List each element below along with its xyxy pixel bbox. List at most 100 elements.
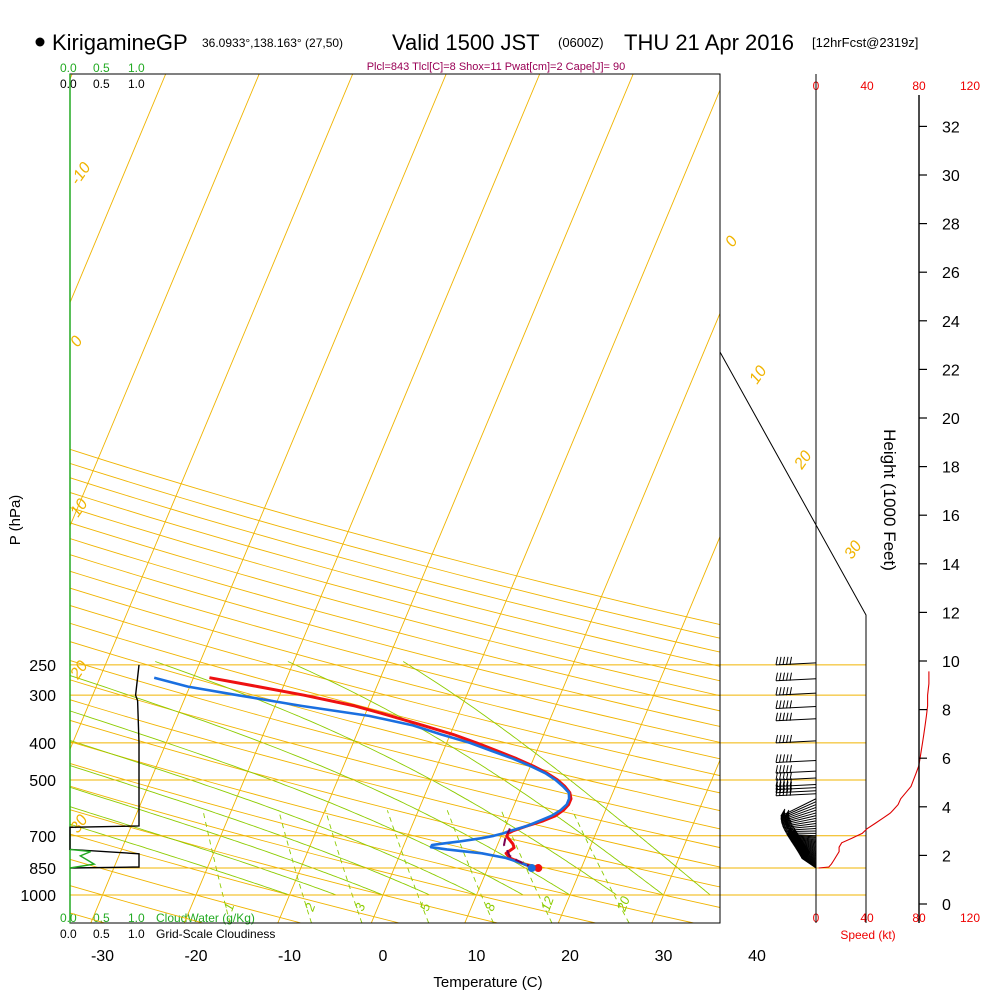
scale-tick: 1.0 [128,61,145,75]
moist-adiabat-line [287,661,664,896]
dry-adiabat-line [70,641,720,812]
temperature-axis: -30 -20 -10 0 10 20 30 40 [91,948,766,965]
scale-tick: 0.5 [93,911,110,925]
scale-tick: 0.5 [93,927,110,941]
dry-adiabat-line [70,492,720,667]
cloudwater-label: CloudWater (g/Kg) [156,911,255,925]
dry-adiabat-line [70,763,694,923]
dry-adiabat-line [70,858,302,923]
wind-barb [775,734,817,744]
dry-adiabat-line [70,448,720,626]
cloudiness-scale-top: 0.0 0.5 1.0 [60,77,145,91]
wind-speed-line [818,671,930,869]
height-tick-label: 28 [942,217,960,234]
scale-tick: 0.5 [93,77,110,91]
height-tick-label: 26 [942,265,960,282]
temperature-tick-label: 20 [561,948,579,965]
moist-adiabat-line [70,823,290,896]
speed-scale-bottom: 0 40 80 120 Speed (kt) [813,911,981,942]
temperature-tick-label: 40 [748,948,766,965]
speed-tick: 120 [960,911,980,925]
cloudwater-scale-bottom: 0.0 0.5 1.0 CloudWater (g/Kg) [60,911,255,925]
dry-adiabat-line [70,605,720,777]
dry-adiabat-line [70,570,720,743]
height-tick-label: 22 [942,362,960,379]
pressure-tick-label: 700 [29,829,56,846]
wind-barb [775,687,817,696]
isotherm-label: 20 [791,448,816,473]
wind-barb [775,754,817,763]
height-tick-label: 24 [942,314,960,331]
forecast-date: THU 21 Apr 2016 [624,30,794,55]
isotherm-line [90,74,447,923]
wind-barb [775,672,817,682]
moist-adiabat-line [402,661,711,896]
scale-tick: 0.0 [60,77,77,91]
dry-adiabat-line [70,477,720,653]
height-tick-label: 2 [942,848,951,865]
mixing-ratio-line [325,810,363,923]
scale-tick: 1.0 [128,927,145,941]
height-tick-label: 30 [942,168,960,185]
scale-tick: 1.0 [128,911,145,925]
pressure-tick-label: 400 [29,736,56,753]
station-coords: 36.0933°,138.163° (27,50) [202,36,343,50]
utc-time: (0600Z) [558,35,604,50]
mixing-ratio-line [202,810,231,923]
wind-barb [775,656,817,666]
valid-time: Valid 1500 JST [392,30,540,55]
height-tick-label: 4 [942,800,951,817]
pressure-axis: 250 300 400 500 700 850 1000 [20,658,56,905]
mixing-ratio-label: 1 [221,901,238,913]
height-tick-label: 14 [942,557,960,574]
height-tick-label: 0 [942,897,951,914]
mixing-ratio-labels: 1 2 3 5 8 12 20 [221,894,633,914]
mixing-ratio-label: 8 [482,900,499,913]
speed-tick: 40 [860,79,874,93]
wind-barbs [775,656,817,869]
cloudiness-label: Grid-Scale Cloudiness [156,927,275,941]
scale-tick: 0.0 [60,911,77,925]
mixing-ratio-line [278,810,312,923]
moist-adiabat-line [70,739,477,896]
moist-adiabat-line [70,806,337,896]
height-axis-title: Height (1000 Feet) [880,429,899,571]
dry-adiabat-line [70,538,720,712]
height-tick-label: 18 [942,460,960,477]
isotherm-label: 0 [722,233,741,250]
height-tick-label: 20 [942,411,960,428]
dry-adiabat-line [70,462,720,639]
cloudwater-line [69,848,97,869]
dry-adiabat-line [70,507,720,682]
speed-label: Speed (kt) [840,928,895,942]
scale-tick: 0.5 [93,61,110,75]
pressure-tick-label: 500 [29,773,56,790]
moist-adiabat-line [70,710,524,896]
temperature-tick-label: 30 [655,948,673,965]
cloudiness-scale-bottom: 0.0 0.5 1.0 Grid-Scale Cloudiness [60,927,275,941]
pressure-tick-label: 1000 [20,888,56,905]
isotherm-line [651,758,720,923]
temperature-tick-label: -20 [184,948,207,965]
temperature-line [209,676,573,870]
isotherm-label: 10 [746,363,770,387]
surface-dewpoint-point [527,864,536,873]
mixing-ratio-label: 5 [417,900,434,913]
wind-panel-edge [719,351,867,923]
dry-adiabat-line [70,679,720,849]
isotherm-label: 30 [841,538,865,562]
dry-adiabat-line [70,660,720,830]
moist-adiabat-line [70,786,384,896]
dry-adiabat-line [70,699,720,868]
mixing-ratio-line [571,810,630,923]
isotherm-line [464,312,720,923]
surface-temperature-point [534,864,543,873]
pressure-tick-label: 250 [29,658,56,675]
diagram-background [70,74,720,923]
cloudwater-scale-top: 0.0 0.5 1.0 [60,61,145,75]
isotherm-line [183,74,541,923]
height-tick-label: 12 [942,605,960,622]
temperature-tick-label: 0 [379,948,388,965]
